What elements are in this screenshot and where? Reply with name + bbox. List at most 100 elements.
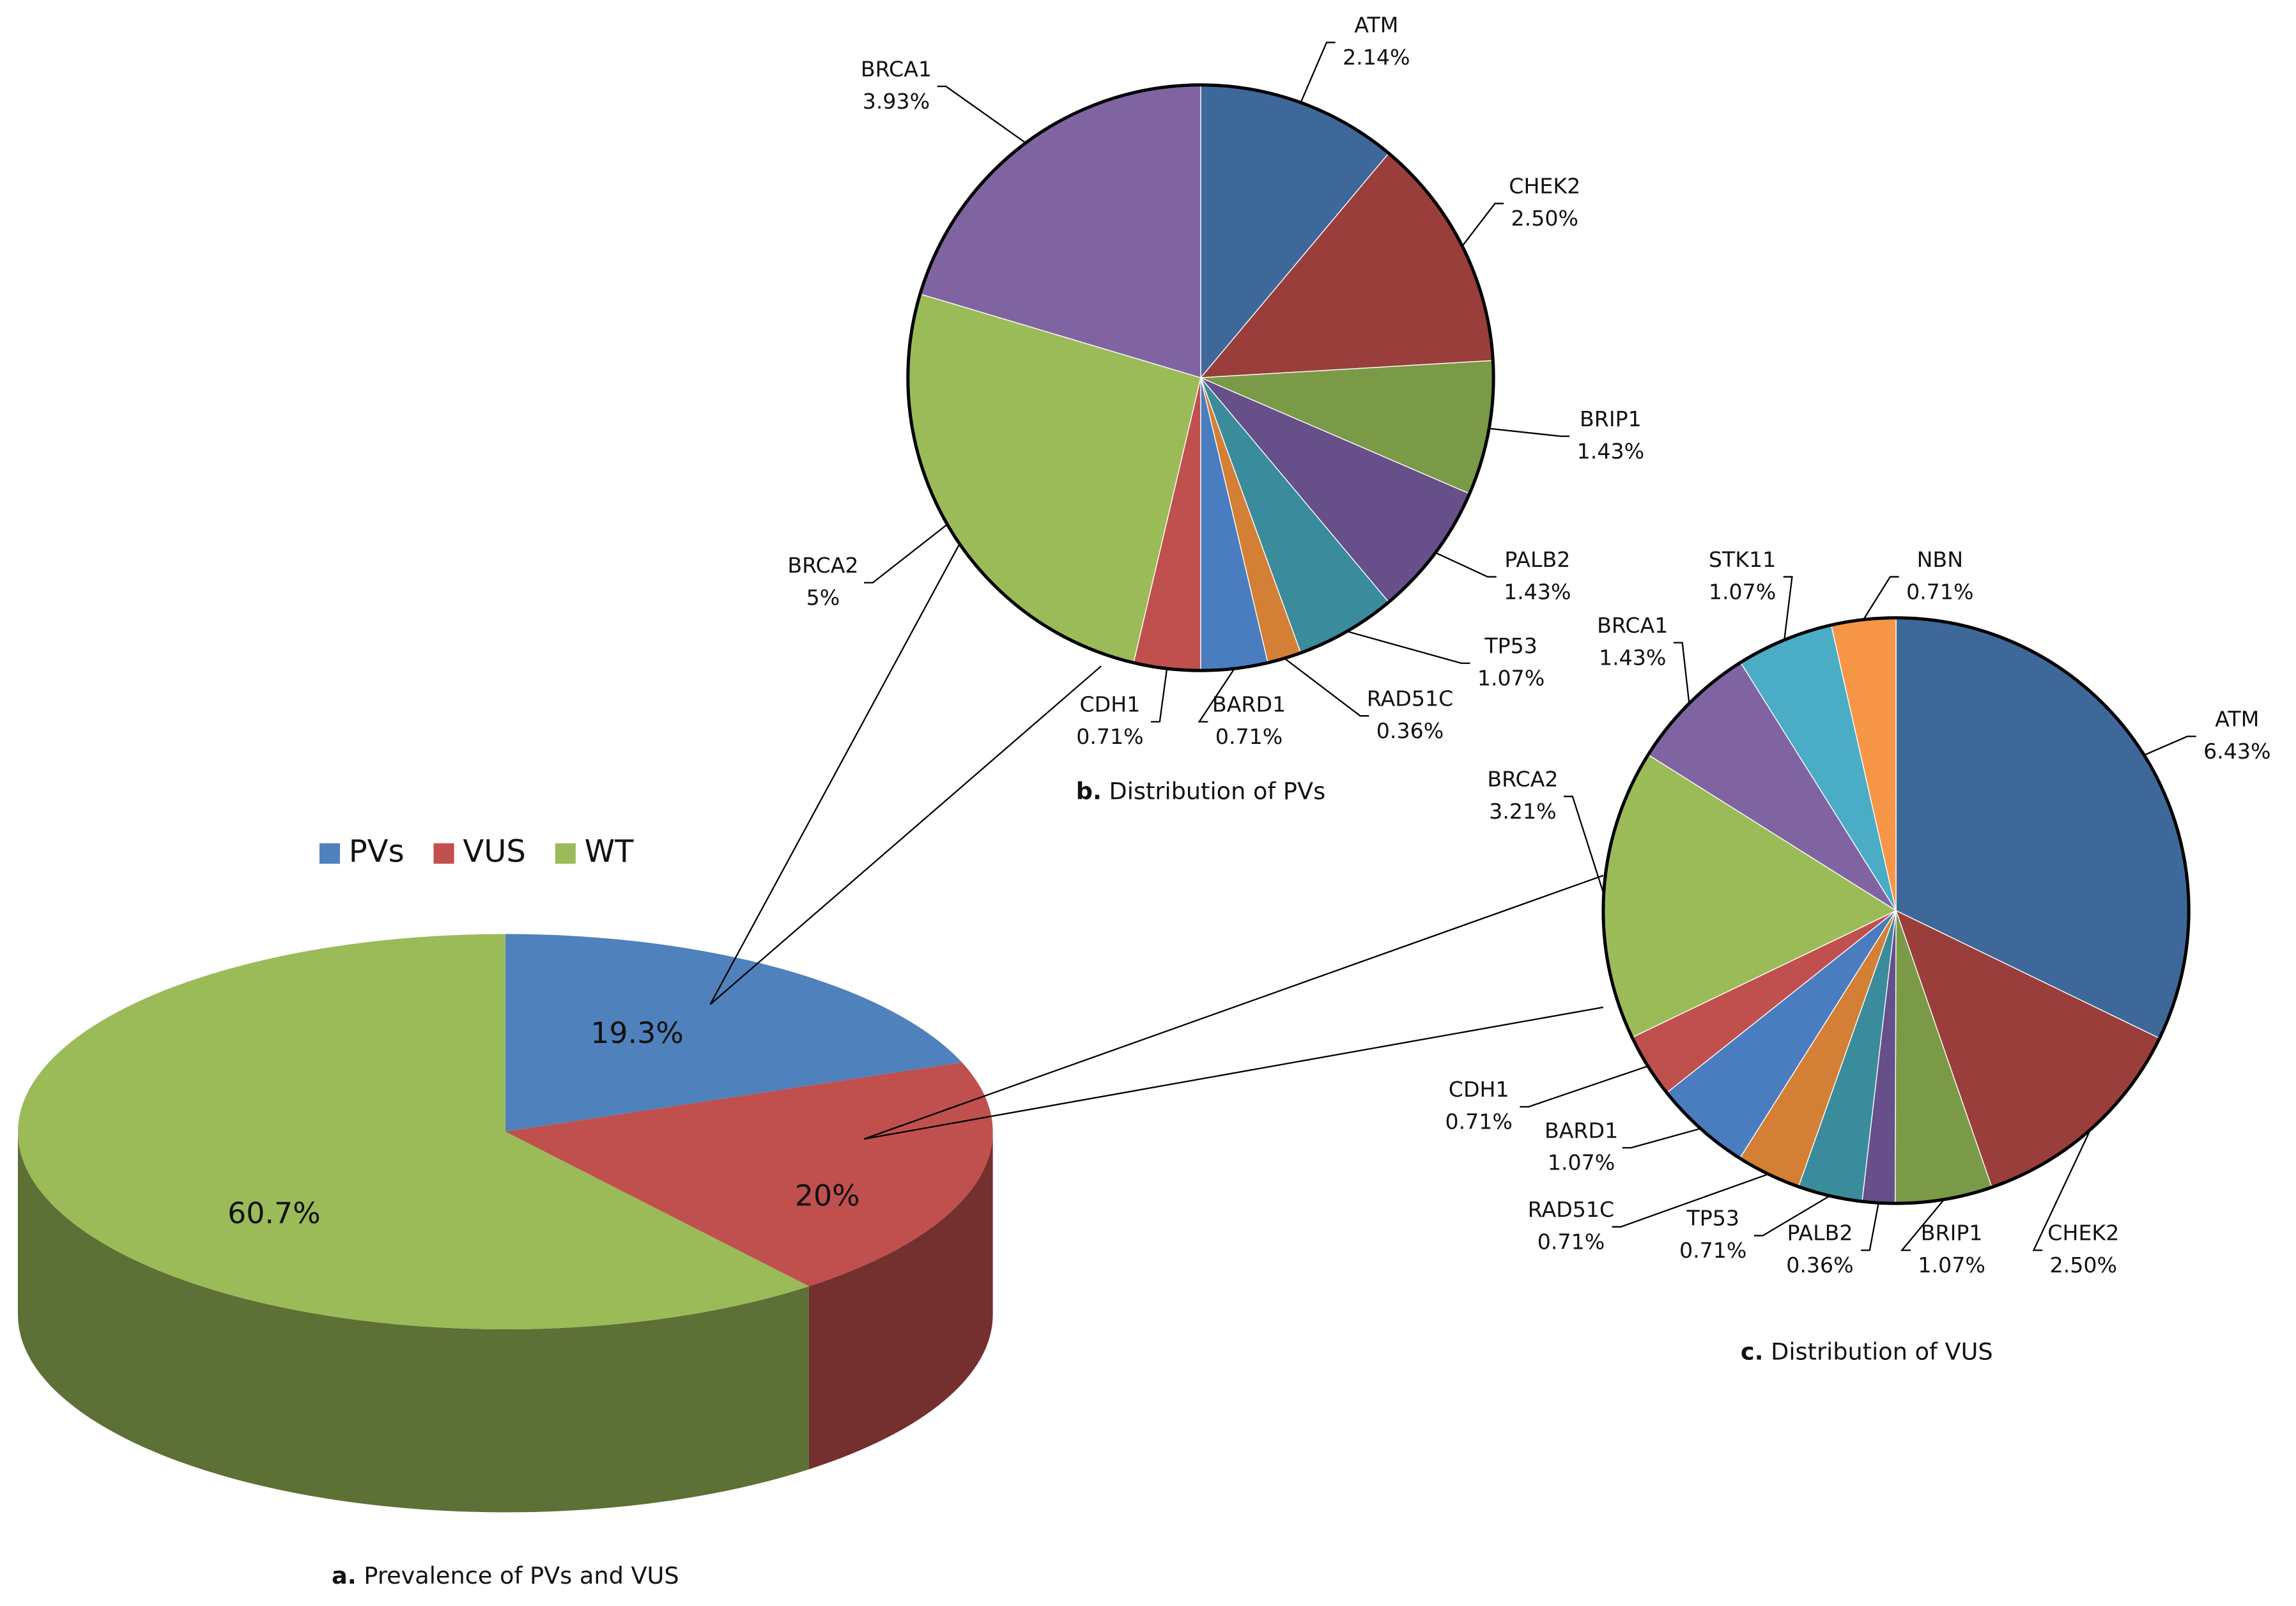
chart-title: c. Distribution of VUS: [1741, 1338, 1993, 1365]
leader-line: [937, 86, 1026, 144]
slice-value-label: 1.07%: [1709, 579, 1776, 604]
slice-category-label: CDH1: [1449, 1077, 1509, 1102]
slice-value-label: 60.7%: [227, 1196, 321, 1230]
title-space: [357, 1562, 364, 1589]
pie-slice: [505, 934, 962, 1132]
pie-slice: [505, 1062, 993, 1286]
connector-line: [863, 874, 1604, 1140]
leader-line: [1284, 658, 1369, 717]
pie-outline: [1601, 616, 2191, 1205]
slice-value-label: 0.71%: [1537, 1229, 1605, 1254]
slice-category-label: CHEK2: [1509, 174, 1580, 199]
slice-category-label: BRCA1: [1597, 613, 1668, 638]
slice-category-label: PALB2: [1787, 1221, 1853, 1246]
leader-line: [1783, 576, 1793, 640]
slice-value-label: 3.21%: [1489, 799, 1556, 824]
connector-line: [863, 1006, 1604, 1140]
slice-category-label: BRIP1: [1921, 1221, 1983, 1246]
leader-line: [1622, 1127, 1701, 1149]
pie-side: [808, 1131, 993, 1470]
leader-line: [1673, 642, 1690, 704]
leader-line: [1198, 668, 1235, 723]
legend-swatch: [555, 843, 576, 864]
slice-category-label: BRCA1: [861, 56, 932, 81]
slice-value-label: 1.43%: [1577, 438, 1644, 463]
chart-title: a. Prevalence of PVs and VUS: [332, 1562, 679, 1589]
pie-outline: [906, 83, 1495, 672]
slice-value-label: 3.93%: [863, 89, 930, 114]
slice-category-label: BRCA2: [1487, 766, 1558, 791]
slice-category-label: BARD1: [1545, 1118, 1618, 1143]
slice-category-label: TP53: [1686, 1206, 1739, 1231]
slice-category-label: ATM: [1354, 13, 1398, 38]
slice-category-label: STK11: [1709, 547, 1776, 572]
leader-line: [1346, 630, 1470, 664]
slice-value-label: 0.36%: [1376, 718, 1444, 743]
leader-line: [2032, 1129, 2092, 1251]
slice-value-label: 0.71%: [1076, 724, 1143, 749]
legend-swatch: [319, 843, 340, 864]
title-space: [1764, 1338, 1771, 1365]
leader-line: [1300, 42, 1336, 103]
slice-value-label: 0.71%: [1445, 1109, 1512, 1134]
slice-category-label: NBN: [1917, 547, 1963, 572]
leader-line: [1564, 796, 1605, 895]
slice-value-label: 1.07%: [1918, 1253, 1985, 1278]
title-text: Distribution of VUS: [1771, 1338, 1993, 1365]
title-text: Prevalence of PVs and VUS: [364, 1562, 679, 1589]
leader-line: [1861, 1203, 1879, 1251]
title-panel: b.: [1076, 777, 1102, 805]
slice-value-label: 0.36%: [1786, 1253, 1853, 1278]
leader-line: [1435, 552, 1497, 578]
legend-label: WT: [585, 834, 635, 870]
slice-category-label: ATM: [2215, 707, 2259, 732]
slice-category-label: RAD51C: [1367, 686, 1453, 711]
leader-line: [1900, 1199, 1945, 1251]
title-panel: c.: [1741, 1338, 1764, 1365]
leader-line: [2143, 736, 2196, 756]
zoom-lines: [709, 544, 1604, 1140]
slice-value-label: 0.71%: [1679, 1238, 1746, 1263]
slice-category-label: BARD1: [1212, 692, 1286, 717]
slice-value-label: 2.50%: [2050, 1253, 2117, 1278]
slice-value-label: 1.43%: [1599, 645, 1666, 670]
slice-category-label: CDH1: [1080, 692, 1141, 717]
title-text: Distribution of PVs: [1109, 777, 1326, 805]
leader-line: [1520, 1065, 1649, 1108]
slice-value-label: 5%: [806, 585, 840, 610]
leader-line: [1489, 428, 1570, 437]
pie-slice: [18, 934, 809, 1330]
slice-category-label: PALB2: [1504, 547, 1570, 572]
slice-value-label: 20%: [795, 1178, 860, 1212]
leader-line: [1151, 668, 1168, 723]
slice-value-label: 19.3%: [590, 1015, 684, 1050]
legend-label: VUS: [463, 834, 526, 870]
slice-category-label: BRCA2: [787, 553, 858, 578]
pie-side: [18, 1131, 809, 1513]
legend-swatch: [433, 843, 454, 864]
leader-line: [1461, 203, 1504, 247]
title-space: [1102, 777, 1109, 805]
leader-line: [1753, 1195, 1831, 1237]
slice-value-label: 1.07%: [1548, 1150, 1615, 1175]
slice-value-label: 1.07%: [1477, 665, 1545, 690]
slice-category-label: RAD51C: [1528, 1197, 1614, 1222]
slice-value-label: 6.43%: [2203, 739, 2270, 764]
title-panel: a.: [332, 1562, 357, 1589]
chart-title: b. Distribution of PVs: [1076, 777, 1325, 805]
connector-line: [709, 665, 1102, 1005]
legend-label: PVs: [349, 834, 404, 870]
slice-value-label: 0.71%: [1906, 579, 1973, 604]
slice-value-label: 1.43%: [1504, 579, 1571, 604]
leader-line: [1863, 576, 1899, 621]
slice-category-label: CHEK2: [2047, 1221, 2119, 1246]
leader-line: [1612, 1173, 1769, 1228]
connector-line: [709, 544, 960, 1005]
slice-value-label: 2.14%: [1343, 45, 1410, 70]
slice-value-label: 2.50%: [1511, 206, 1578, 231]
leader-line: [864, 523, 948, 583]
slice-category-label: TP53: [1484, 633, 1537, 658]
slice-value-label: 0.71%: [1215, 724, 1283, 749]
slice-category-label: BRIP1: [1580, 406, 1642, 431]
